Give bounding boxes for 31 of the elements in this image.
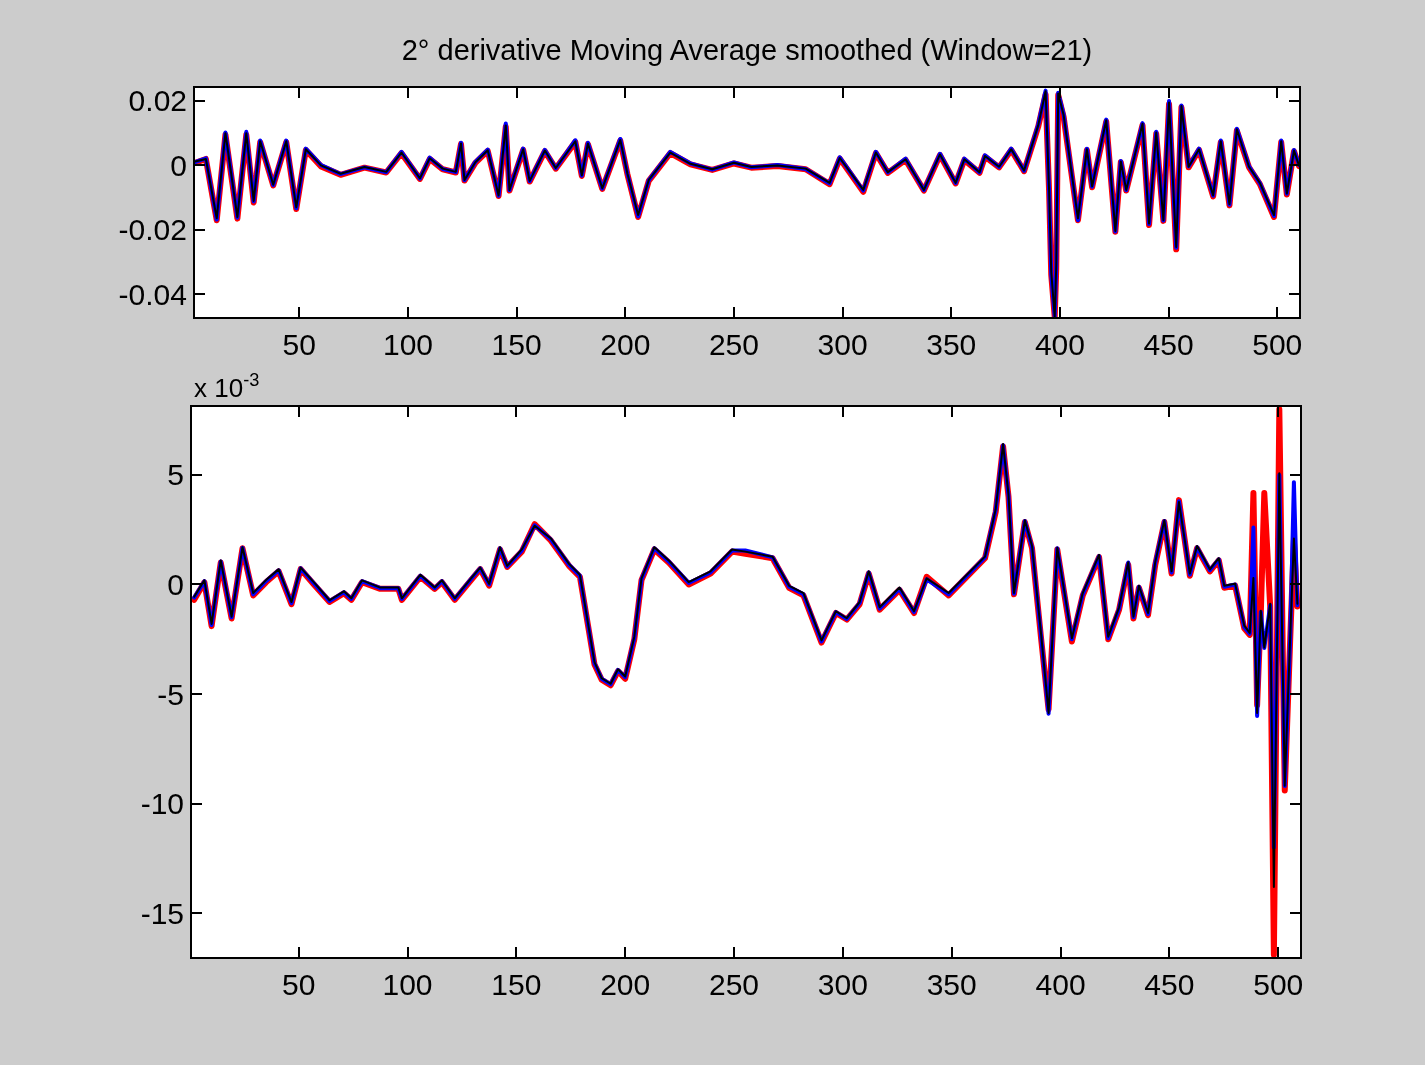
y-tick-label: 0 — [167, 567, 184, 601]
y-tick-label: 0 — [170, 148, 187, 182]
x-tick-label: 200 — [600, 968, 651, 1001]
x-tick-label: 500 — [1253, 968, 1304, 1001]
chart-title: 2° derivative Moving Average smoothed (Window=21) — [401, 34, 1093, 67]
x-tick-label: 150 — [491, 328, 542, 361]
x-tick-label: 400 — [1034, 328, 1085, 361]
x-tick-label: 50 — [282, 328, 316, 361]
x-tick-label: 200 — [600, 328, 651, 361]
x-tick-label: 450 — [1144, 968, 1195, 1001]
y-tick-label: 5 — [167, 458, 184, 492]
y-tick-label: -0.02 — [118, 213, 187, 247]
y-tick-label: -10 — [140, 787, 184, 821]
x-tick-label: 350 — [926, 328, 977, 361]
text: x 10$^{-3}$ — [194, 370, 260, 403]
y-tick-label: 0.02 — [128, 84, 187, 118]
y-tick-label: -15 — [140, 896, 184, 930]
x-tick-label: 100 — [382, 968, 433, 1001]
x-tick-label: 400 — [1035, 968, 1086, 1001]
x-tick-label: 450 — [1143, 328, 1194, 361]
y-tick-label: -5 — [157, 677, 184, 711]
x-tick-label: 50 — [281, 968, 316, 1001]
x-tick-label: 300 — [817, 328, 868, 361]
x-tick-label: 350 — [926, 968, 977, 1001]
x-tick-label: 250 — [709, 968, 760, 1001]
x-tick-label: 100 — [382, 328, 434, 361]
x-tick-label: 500 — [1252, 328, 1303, 361]
y-tick-label: -0.04 — [118, 277, 187, 311]
x-tick-label: 300 — [817, 968, 868, 1001]
x-tick-label: 250 — [708, 328, 759, 361]
x-tick-label: 150 — [491, 968, 542, 1001]
